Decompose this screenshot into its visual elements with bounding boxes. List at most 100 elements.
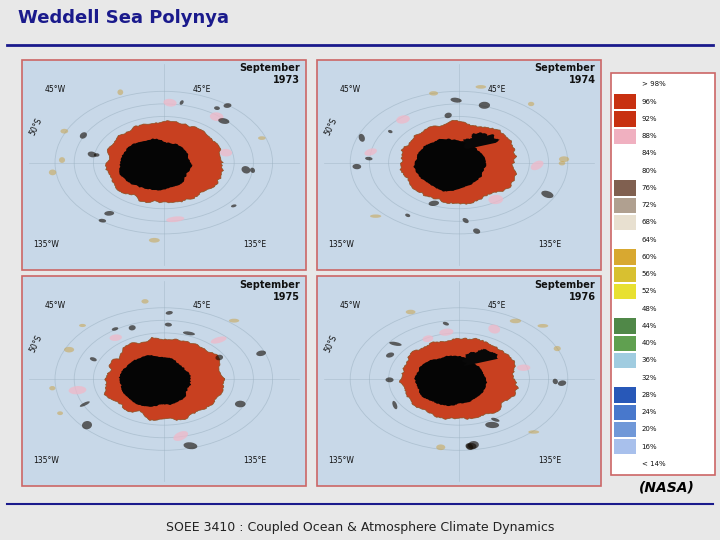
Ellipse shape (392, 401, 397, 409)
Ellipse shape (405, 310, 415, 314)
Text: September
1974: September 1974 (535, 64, 595, 85)
Text: 45°E: 45°E (192, 85, 211, 94)
Ellipse shape (90, 357, 96, 361)
Ellipse shape (396, 115, 410, 124)
Text: 135°W: 135°W (328, 456, 354, 465)
Polygon shape (413, 139, 487, 192)
Bar (614, 422, 636, 437)
Ellipse shape (60, 129, 68, 133)
Ellipse shape (258, 136, 266, 140)
Polygon shape (414, 355, 487, 406)
Text: 52%: 52% (642, 288, 657, 294)
FancyBboxPatch shape (317, 60, 601, 269)
Ellipse shape (166, 217, 184, 222)
Ellipse shape (365, 157, 372, 160)
Ellipse shape (370, 214, 382, 218)
Ellipse shape (443, 322, 449, 326)
Ellipse shape (214, 106, 220, 110)
Text: 135°E: 135°E (243, 240, 266, 248)
Bar (614, 198, 636, 213)
Ellipse shape (528, 430, 539, 434)
Text: 135°W: 135°W (328, 240, 354, 248)
Ellipse shape (215, 355, 223, 360)
FancyBboxPatch shape (22, 60, 306, 269)
Ellipse shape (184, 442, 197, 449)
Ellipse shape (80, 132, 87, 139)
Text: 40%: 40% (642, 340, 657, 346)
Ellipse shape (488, 195, 503, 204)
Ellipse shape (359, 134, 365, 142)
Polygon shape (400, 120, 517, 204)
Polygon shape (104, 338, 225, 421)
Ellipse shape (510, 319, 521, 323)
Polygon shape (400, 338, 518, 420)
Ellipse shape (112, 327, 118, 331)
Text: September
1975: September 1975 (240, 280, 300, 301)
Ellipse shape (231, 205, 237, 207)
Ellipse shape (468, 441, 479, 449)
Ellipse shape (235, 401, 246, 407)
Text: 135°W: 135°W (33, 456, 59, 465)
Text: 36%: 36% (642, 357, 657, 363)
Text: 135°W: 135°W (33, 240, 59, 248)
Text: 45°W: 45°W (340, 301, 361, 310)
Ellipse shape (180, 100, 184, 105)
Ellipse shape (218, 118, 230, 124)
Text: 45°W: 45°W (45, 85, 66, 94)
Text: 92%: 92% (642, 116, 657, 122)
Ellipse shape (558, 380, 566, 386)
Ellipse shape (353, 164, 361, 169)
Text: 60%: 60% (642, 254, 657, 260)
Text: 135°E: 135°E (243, 456, 266, 465)
Bar (614, 94, 636, 109)
Ellipse shape (49, 386, 55, 390)
Ellipse shape (250, 167, 255, 173)
Ellipse shape (223, 103, 231, 108)
Text: 135°E: 135°E (539, 240, 562, 248)
Text: 48%: 48% (642, 306, 657, 312)
Bar (614, 111, 636, 126)
Ellipse shape (82, 421, 92, 429)
FancyBboxPatch shape (22, 276, 306, 486)
Ellipse shape (475, 85, 486, 89)
Ellipse shape (210, 112, 223, 121)
Bar (614, 284, 636, 299)
Ellipse shape (99, 219, 106, 222)
Text: 44%: 44% (642, 323, 657, 329)
Ellipse shape (79, 324, 86, 327)
Ellipse shape (428, 201, 439, 206)
Text: 20%: 20% (642, 426, 657, 433)
Ellipse shape (166, 311, 173, 315)
Ellipse shape (211, 336, 227, 343)
Ellipse shape (538, 324, 548, 328)
Ellipse shape (165, 323, 172, 327)
Ellipse shape (451, 98, 462, 103)
Ellipse shape (528, 102, 534, 106)
Text: 76%: 76% (642, 185, 657, 191)
Text: < 14%: < 14% (642, 461, 665, 467)
Polygon shape (119, 139, 192, 191)
Ellipse shape (485, 422, 499, 428)
Ellipse shape (117, 90, 123, 95)
Ellipse shape (462, 218, 469, 223)
Text: 56%: 56% (642, 271, 657, 277)
Ellipse shape (129, 325, 135, 330)
Ellipse shape (109, 334, 122, 341)
Ellipse shape (220, 149, 232, 157)
Text: 68%: 68% (642, 219, 657, 225)
Ellipse shape (141, 299, 148, 303)
Ellipse shape (256, 350, 266, 356)
Text: 45°W: 45°W (45, 301, 66, 310)
Ellipse shape (491, 418, 500, 422)
Ellipse shape (444, 113, 451, 118)
Text: 50°S: 50°S (323, 333, 339, 354)
Text: Weddell Sea Polynya: Weddell Sea Polynya (18, 10, 229, 28)
Text: 80%: 80% (642, 167, 657, 173)
Ellipse shape (59, 157, 65, 163)
Ellipse shape (57, 411, 63, 415)
Ellipse shape (429, 91, 438, 96)
Ellipse shape (531, 160, 544, 170)
Ellipse shape (473, 228, 480, 234)
Ellipse shape (553, 379, 558, 384)
Text: 32%: 32% (642, 375, 657, 381)
